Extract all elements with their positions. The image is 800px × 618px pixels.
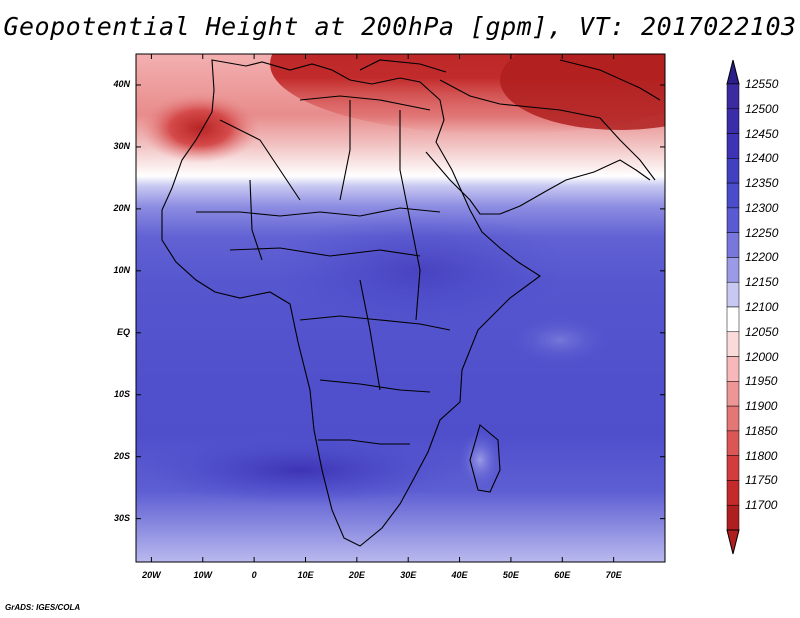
lat-tick-label: 30N <box>113 140 130 151</box>
lat-tick-label: 20N <box>113 202 130 213</box>
colorbar-label: 12150 <box>745 275 779 290</box>
lon-tick-label: 10E <box>297 570 314 580</box>
colorbar-label: 11850 <box>745 423 778 438</box>
colorbar-swatch <box>726 158 740 184</box>
lon-tick-label: 20E <box>348 570 365 580</box>
colorbar <box>726 59 740 555</box>
colorbar-label: 11800 <box>745 448 778 463</box>
colorbar-label: 12400 <box>745 151 779 166</box>
colorbar-swatch <box>726 356 740 382</box>
credit-text: GrADS: IGES/COLA <box>5 603 81 612</box>
height-field <box>136 54 665 562</box>
lon-tick-label: 50E <box>502 570 519 580</box>
colorbar-label: 11950 <box>745 374 778 389</box>
colorbar-swatch <box>726 133 740 159</box>
lat-tick-label: 40N <box>113 78 130 89</box>
lon-tick-label: 40E <box>451 570 468 580</box>
coastlines <box>161 59 661 547</box>
colorbar-label: 12450 <box>745 126 779 141</box>
colorbar-label: 11700 <box>745 498 778 513</box>
lat-tick-label: 10S <box>113 388 130 399</box>
colorbar-label: 11750 <box>745 473 778 488</box>
colorbar-swatch <box>726 207 740 233</box>
lon-tick-label: 30E <box>400 570 417 580</box>
colorbar-label: 12550 <box>745 77 779 91</box>
colorbar-swatch <box>726 430 740 456</box>
lon-tick-label: 70E <box>605 570 622 580</box>
colorbar-bottom-arrow <box>726 529 740 555</box>
colorbar-swatch <box>726 281 740 308</box>
colorbar-swatch <box>726 480 740 506</box>
lat-tick-label: EQ <box>116 326 130 337</box>
colorbar-swatch <box>726 306 740 333</box>
colorbar-label: 12250 <box>745 225 779 240</box>
plot-frame <box>135 53 666 563</box>
lon-tick-label: 10W <box>193 570 213 580</box>
colorbar-label: 12300 <box>745 200 779 215</box>
colorbar-label: 11900 <box>745 399 778 414</box>
colorbar-swatch <box>726 232 740 258</box>
colorbar-swatch <box>726 182 740 209</box>
colorbar-swatch <box>726 405 740 432</box>
lat-tick-label: 10N <box>113 264 130 275</box>
colorbar-label: 12050 <box>745 324 779 339</box>
colorbar-label: 12200 <box>745 250 779 265</box>
colorbar-swatch <box>726 381 740 407</box>
lat-tick-label: 30S <box>113 512 130 523</box>
lon-tick-label: 0 <box>251 570 257 580</box>
colorbar-swatch <box>726 83 740 110</box>
colorbar-swatch <box>726 108 740 134</box>
lat-tick-label: 20S <box>113 450 130 461</box>
colorbar-label: 12500 <box>745 101 779 116</box>
colorbar-swatch <box>726 257 740 283</box>
colorbar-label: 12350 <box>745 176 779 191</box>
colorbar-top-arrow <box>726 59 740 85</box>
colorbar-swatch <box>726 331 740 357</box>
colorbar-swatch <box>726 504 740 531</box>
lon-tick-label: 20W <box>142 570 161 580</box>
colorbar-label: 12000 <box>745 349 779 364</box>
lon-tick-label: 60E <box>554 570 571 580</box>
map-title: Geopotential Height at 200hPa [gpm], VT:… <box>3 12 797 41</box>
colorbar-label: 12100 <box>745 300 779 314</box>
colorbar-swatch <box>726 455 740 481</box>
